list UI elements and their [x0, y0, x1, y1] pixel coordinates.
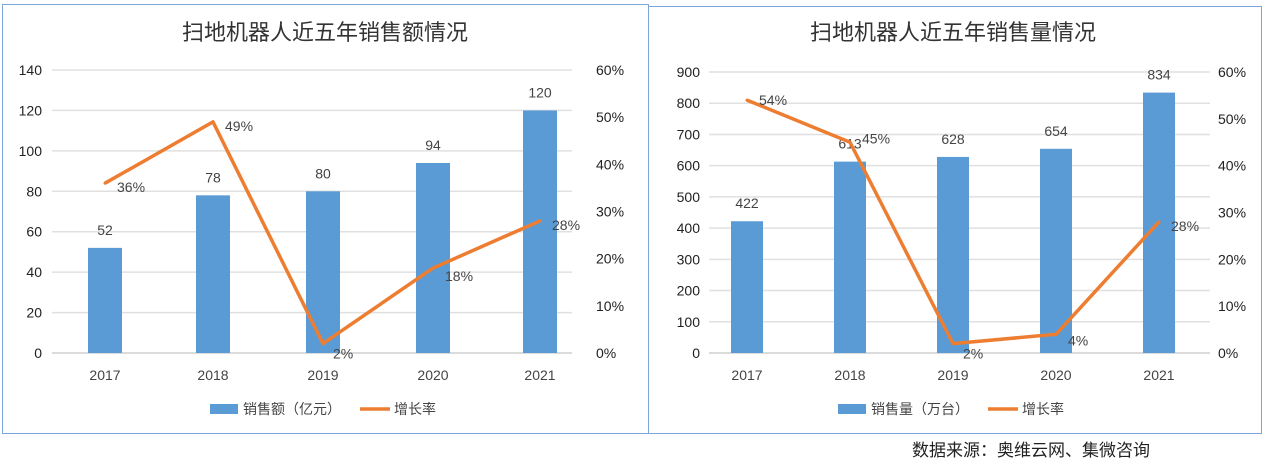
left-axis-tick: 700 — [677, 126, 701, 142]
x-axis-tick: 2017 — [731, 367, 762, 383]
bar — [88, 247, 122, 353]
growth-rate-point — [848, 140, 852, 144]
legend-line-label: 增长率 — [394, 401, 436, 417]
growth-rate-point — [538, 219, 542, 223]
bar-data-label: 80 — [315, 165, 331, 181]
line-data-label: 2% — [963, 346, 983, 362]
x-axis-tick: 2018 — [834, 367, 865, 383]
left-axis-tick: 400 — [677, 220, 701, 236]
right-axis-tick: 20% — [1218, 251, 1246, 267]
growth-rate-point — [321, 342, 325, 346]
legend-bar-swatch — [210, 404, 238, 414]
line-data-label: 49% — [225, 118, 253, 134]
right-axis-tick: 60% — [1218, 64, 1246, 80]
bar — [196, 195, 230, 353]
right-axis-tick: 30% — [596, 204, 624, 220]
left-axis-tick: 120 — [19, 102, 43, 118]
left-axis-tick: 40 — [26, 264, 42, 280]
left-axis-tick: 80 — [26, 183, 42, 199]
line-data-label: 28% — [552, 217, 580, 233]
left-axis-tick: 20 — [26, 305, 42, 321]
bar — [523, 110, 557, 353]
line-data-label: 36% — [117, 179, 145, 195]
left-axis-tick: 0 — [692, 345, 700, 361]
left-axis-tick: 500 — [677, 189, 701, 205]
growth-rate-point — [211, 120, 215, 124]
right-axis-tick: 60% — [596, 62, 624, 78]
data-source: 数据来源：奥维云网、集微咨询 — [912, 441, 1150, 461]
legend-bar-swatch — [838, 404, 866, 414]
x-axis-tick: 2021 — [1143, 367, 1174, 383]
bar-data-label: 834 — [1147, 67, 1171, 83]
bar-data-label: 94 — [425, 137, 441, 153]
growth-rate-point — [745, 98, 749, 102]
bar — [306, 191, 340, 353]
bar-data-label: 422 — [735, 195, 759, 211]
chart-title: 扫地机器人近五年销售量情况 — [810, 20, 1096, 45]
left-axis-tick: 100 — [677, 314, 701, 330]
right-axis-tick: 40% — [596, 156, 624, 172]
right-axis-tick: 40% — [1218, 158, 1246, 174]
bar-data-label: 78 — [205, 169, 221, 185]
left-axis-tick: 900 — [677, 64, 701, 80]
right-axis-tick: 20% — [596, 251, 624, 267]
right-axis-tick: 50% — [1218, 111, 1246, 127]
x-axis-tick: 2019 — [937, 367, 968, 383]
line-data-label: 4% — [1068, 332, 1088, 348]
left-axis-tick: 0 — [34, 345, 42, 361]
bar-data-label: 654 — [1044, 123, 1068, 139]
x-axis-tick: 2021 — [524, 367, 555, 383]
right-axis-tick: 50% — [596, 109, 624, 125]
legend-line-label: 增长率 — [1022, 401, 1064, 417]
growth-rate-point — [103, 181, 107, 185]
line-data-label: 54% — [759, 92, 787, 108]
left-axis-tick: 140 — [19, 62, 43, 78]
growth-rate-point — [951, 342, 955, 346]
left-axis-tick: 300 — [677, 251, 701, 267]
line-data-label: 45% — [862, 130, 890, 146]
legend-bar-label: 销售额（亿元） — [243, 401, 341, 417]
right-axis-tick: 10% — [1218, 298, 1246, 314]
growth-rate-point — [431, 266, 435, 270]
right-axis-tick: 0% — [1218, 345, 1238, 361]
x-axis-tick: 2017 — [89, 367, 120, 383]
left-axis-tick: 800 — [677, 95, 701, 111]
left-axis-tick: 200 — [677, 283, 701, 299]
line-data-label: 18% — [445, 268, 473, 284]
bar-data-label: 628 — [941, 131, 965, 147]
bar-data-label: 120 — [528, 84, 552, 100]
chart-title: 扫地机器人近五年销售额情况 — [182, 20, 468, 45]
x-axis-tick: 2018 — [197, 367, 228, 383]
right-axis-tick: 10% — [596, 298, 624, 314]
x-axis-tick: 2020 — [1040, 367, 1071, 383]
left-axis-tick: 100 — [19, 143, 43, 159]
bar-data-label: 52 — [97, 222, 113, 238]
bar — [731, 221, 763, 353]
line-data-label: 28% — [1171, 218, 1199, 234]
x-axis-tick: 2020 — [417, 367, 448, 383]
bar — [416, 162, 450, 353]
legend-bar-label: 销售量（万台） — [871, 401, 969, 417]
x-axis-tick: 2019 — [307, 367, 338, 383]
bar — [1040, 148, 1072, 353]
growth-rate-point — [1054, 332, 1058, 336]
left-axis-tick: 60 — [26, 224, 42, 240]
left-axis-tick: 600 — [677, 158, 701, 174]
line-data-label: 2% — [333, 346, 353, 362]
right-axis-tick: 30% — [1218, 205, 1246, 221]
growth-rate-point — [1157, 220, 1161, 224]
right-axis-tick: 0% — [596, 345, 616, 361]
bar — [834, 161, 866, 353]
